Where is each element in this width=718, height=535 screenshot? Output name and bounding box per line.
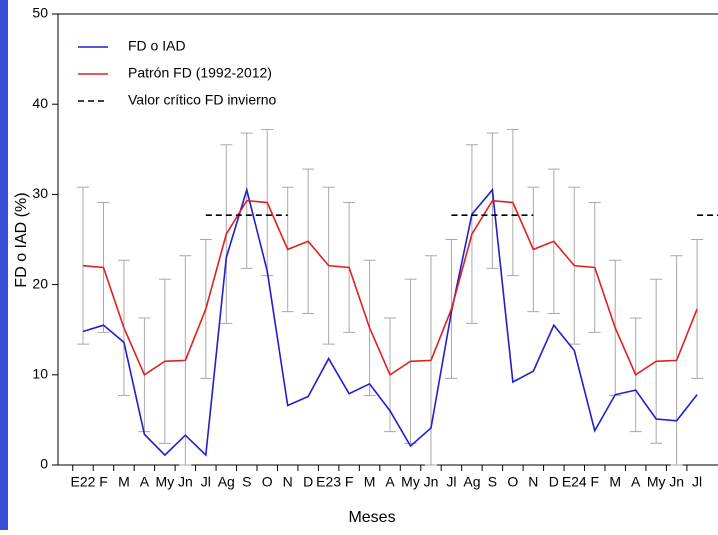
x-tick-label: Jn xyxy=(178,474,193,490)
x-tick-label: E22 xyxy=(71,474,96,490)
side-strip xyxy=(0,0,8,530)
x-tick-label: E24 xyxy=(562,474,587,490)
x-tick-label: Ag xyxy=(218,474,235,490)
x-tick-label: D xyxy=(549,474,559,490)
x-tick-label: S xyxy=(242,474,251,490)
y-tick-label: 0 xyxy=(40,456,48,472)
x-axis-label: Meses xyxy=(348,509,395,526)
x-tick-label: My xyxy=(156,474,175,490)
x-tick-label: E23 xyxy=(316,474,341,490)
x-tick-label: A xyxy=(385,474,395,490)
x-tick-label: A xyxy=(631,474,641,490)
x-tick-label: Jl xyxy=(201,474,211,490)
x-tick-label: O xyxy=(262,474,273,490)
x-tick-label: My xyxy=(647,474,666,490)
error-bar xyxy=(691,239,704,379)
x-tick-label: My xyxy=(401,474,420,490)
x-tick-label: D xyxy=(303,474,313,490)
x-tick-label: S xyxy=(488,474,497,490)
legend-label: Patrón FD (1992-2012) xyxy=(128,65,272,81)
legend-label: Valor crítico FD invierno xyxy=(128,92,277,108)
x-tick-label: Jl xyxy=(446,474,456,490)
x-tick-label: M xyxy=(364,474,376,490)
y-tick-label: 50 xyxy=(32,5,48,21)
series-line xyxy=(82,199,698,376)
x-tick-label: Ag xyxy=(463,474,480,490)
series-line xyxy=(82,186,698,457)
x-tick-label: Jn xyxy=(424,474,439,490)
x-tick-label: F xyxy=(99,474,108,490)
x-tick-label: F xyxy=(590,474,599,490)
y-tick-label: 10 xyxy=(32,366,48,382)
x-tick-label: Jl xyxy=(692,474,702,490)
x-tick-label: N xyxy=(283,474,293,490)
x-tick-label: A xyxy=(140,474,150,490)
y-tick-label: 20 xyxy=(32,275,48,291)
legend-label: FD o IAD xyxy=(128,38,186,54)
x-tick-label: M xyxy=(609,474,621,490)
y-tick-label: 30 xyxy=(32,185,48,201)
y-axis-label: FD o IAD (%) xyxy=(13,192,30,287)
y-tick-label: 40 xyxy=(32,95,48,111)
x-tick-label: F xyxy=(345,474,354,490)
x-tick-label: O xyxy=(507,474,518,490)
x-tick-label: M xyxy=(118,474,130,490)
x-tick-label: N xyxy=(528,474,538,490)
x-tick-label: Jn xyxy=(669,474,684,490)
